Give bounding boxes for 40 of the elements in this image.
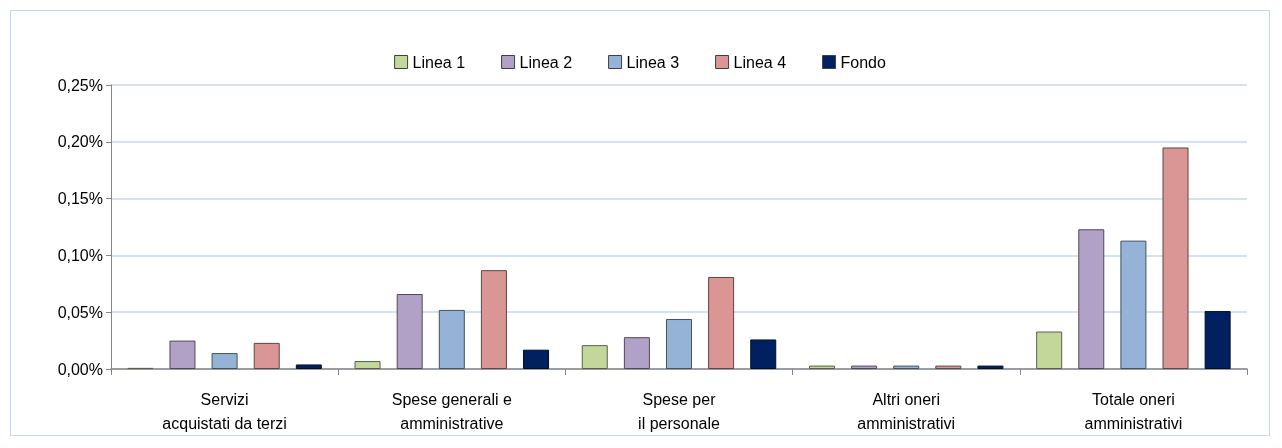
y-tick-label: 0,15% bbox=[57, 190, 103, 208]
legend-label: Linea 4 bbox=[733, 53, 787, 71]
bar bbox=[808, 365, 835, 369]
bar bbox=[1204, 311, 1231, 369]
x-tick-label: Totale oneri amministrativi bbox=[1084, 390, 1183, 432]
bar bbox=[750, 339, 777, 369]
bar bbox=[935, 365, 962, 369]
y-tick-label: 0,10% bbox=[57, 246, 103, 264]
bar bbox=[438, 309, 465, 369]
legend-label: Linea 1 bbox=[412, 53, 466, 71]
x-tick-label: Spese generali e amministrative bbox=[391, 390, 512, 432]
bar bbox=[851, 365, 878, 369]
bar bbox=[1078, 229, 1105, 369]
bar bbox=[480, 270, 507, 369]
y-tick-label: 0,20% bbox=[57, 133, 103, 151]
legend-label: Linea 3 bbox=[626, 53, 680, 71]
y-tick-label: 0,00% bbox=[57, 360, 103, 378]
bar bbox=[1162, 147, 1189, 369]
bar bbox=[253, 342, 280, 369]
bar bbox=[893, 365, 920, 369]
bar bbox=[211, 353, 238, 369]
bar bbox=[396, 294, 423, 369]
bar bbox=[295, 364, 322, 369]
bar bbox=[977, 365, 1004, 369]
x-tick-label: Altri oneri amministrativi bbox=[857, 390, 956, 432]
legend-label: Linea 2 bbox=[519, 53, 573, 71]
x-tick-label: Servizi acquistati da terzi bbox=[162, 390, 287, 432]
bar bbox=[354, 361, 381, 369]
y-tick-label: 0,25% bbox=[57, 76, 103, 94]
bar bbox=[1120, 240, 1147, 369]
legend-label: Fondo bbox=[840, 53, 887, 71]
y-tick-label: 0,05% bbox=[57, 303, 103, 321]
bar bbox=[169, 340, 196, 369]
bar bbox=[708, 276, 735, 369]
bar bbox=[523, 349, 550, 369]
bar bbox=[581, 345, 608, 369]
bar bbox=[623, 337, 650, 369]
bar bbox=[666, 319, 692, 369]
bar bbox=[1036, 331, 1063, 369]
x-tick-label: Spese per il personale bbox=[638, 390, 721, 432]
